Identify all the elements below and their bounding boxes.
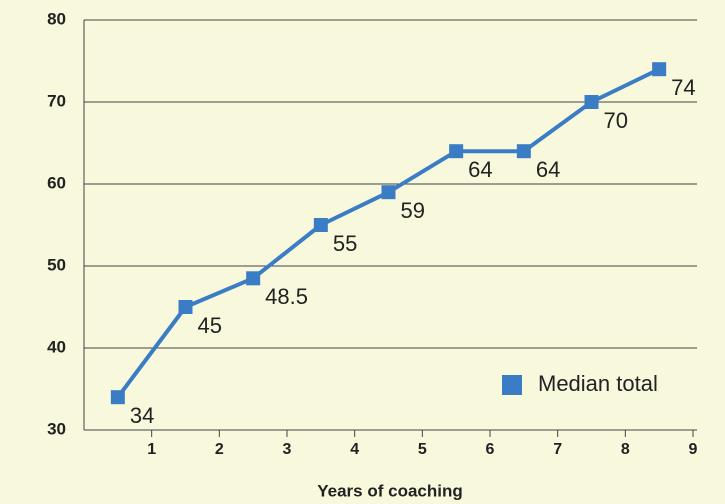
x-axis-label: Years of coaching xyxy=(317,481,463,500)
y-tick-label: 30 xyxy=(47,419,66,438)
marker xyxy=(584,95,599,109)
data-label: 70 xyxy=(604,108,628,133)
data-label: 74 xyxy=(671,75,695,100)
x-tick-label: 5 xyxy=(418,441,427,458)
x-tick-label: 4 xyxy=(350,441,359,458)
y-tick-label: 80 xyxy=(47,9,66,28)
x-tick-label: 6 xyxy=(486,441,495,458)
data-label: 64 xyxy=(468,157,492,182)
y-tick-label: 60 xyxy=(47,173,66,192)
x-tick-label: 9 xyxy=(689,441,698,458)
data-label: 34 xyxy=(130,403,154,428)
y-tick-label: 40 xyxy=(47,337,66,356)
data-label: 45 xyxy=(198,313,222,338)
x-tick-label: 8 xyxy=(621,441,630,458)
marker xyxy=(516,144,531,159)
data-label: 64 xyxy=(536,157,560,182)
data-label: 48.5 xyxy=(265,284,308,309)
y-tick-label: 50 xyxy=(47,255,66,274)
marker xyxy=(246,271,261,286)
legend-swatch xyxy=(502,375,522,395)
x-tick-label: 3 xyxy=(283,441,292,458)
marker xyxy=(178,300,193,314)
marker xyxy=(381,185,396,200)
y-tick-label: 70 xyxy=(47,91,66,110)
x-tick-label: 2 xyxy=(215,441,224,458)
data-label: 55 xyxy=(333,231,357,256)
marker xyxy=(110,390,125,405)
marker xyxy=(652,62,667,77)
legend-label: Median total xyxy=(538,371,658,396)
marker xyxy=(313,218,328,232)
marker xyxy=(449,144,464,159)
x-tick-label: 7 xyxy=(553,441,562,458)
x-tick-label: 1 xyxy=(147,441,156,458)
data-label: 59 xyxy=(401,198,425,223)
